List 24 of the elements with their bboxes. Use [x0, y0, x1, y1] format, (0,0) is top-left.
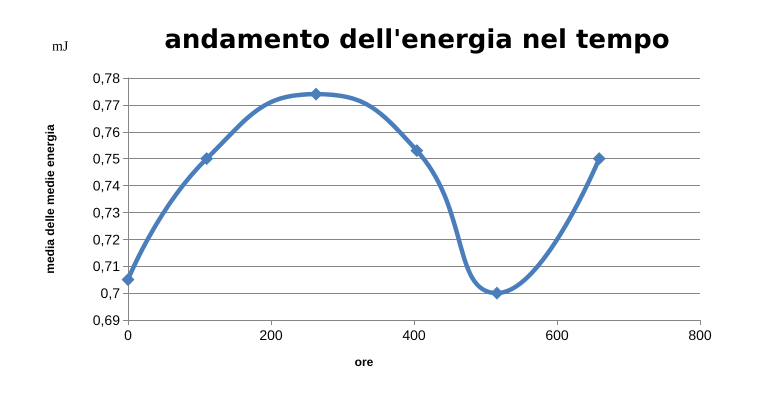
y-tick-label: 0,73 [92, 204, 120, 220]
chart-title: andamento dell'energia nel tempo [164, 25, 670, 55]
point [410, 144, 424, 158]
point [122, 273, 134, 286]
text: mJ [52, 40, 69, 54]
y-tick-label: 0,69 [92, 312, 120, 328]
x-tick-label: 800 [688, 327, 712, 343]
y-tick-label: 0,75 [92, 150, 120, 167]
point [592, 152, 606, 166]
y-tick-label: 0,72 [92, 231, 120, 248]
x-tick-label: 200 [259, 327, 283, 343]
y-tick-label: 0,71 [92, 258, 120, 274]
y-axis-title: media delle medie energia [43, 124, 57, 274]
x-axis-title: ore [354, 355, 374, 369]
y-tick-label: 0,78 [92, 70, 120, 86]
y-tick-label: 0,77 [92, 96, 120, 113]
y-tick-label: 0,7 [100, 285, 120, 302]
x-tick-label: 400 [402, 327, 426, 343]
point [490, 286, 504, 300]
y-tick-label: 0,74 [92, 178, 120, 194]
point [200, 152, 214, 166]
x-tick-label: 0 [124, 327, 132, 343]
y-tick-label: 0,76 [92, 124, 120, 140]
x-tick-label: 600 [545, 327, 569, 343]
